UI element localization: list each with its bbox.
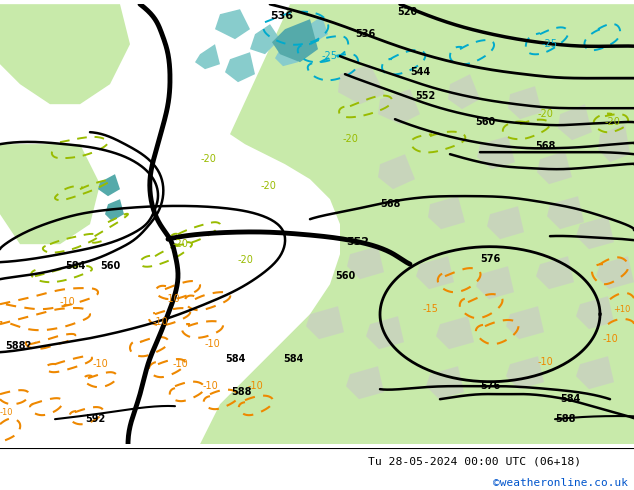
Polygon shape <box>347 246 384 279</box>
Text: -20: -20 <box>342 134 358 144</box>
Text: 560: 560 <box>335 271 355 281</box>
Text: 552: 552 <box>415 91 435 101</box>
Polygon shape <box>346 366 384 399</box>
Polygon shape <box>272 19 318 62</box>
Polygon shape <box>576 296 614 329</box>
Text: -10: -10 <box>152 317 168 327</box>
Text: 584: 584 <box>283 354 303 364</box>
Polygon shape <box>195 44 220 69</box>
Polygon shape <box>416 256 454 289</box>
Polygon shape <box>225 52 255 82</box>
Text: +10: +10 <box>613 305 631 314</box>
Polygon shape <box>306 306 344 339</box>
Polygon shape <box>98 174 120 196</box>
Text: 584: 584 <box>225 354 245 364</box>
Text: -10: -10 <box>602 334 618 344</box>
Polygon shape <box>250 24 280 54</box>
Polygon shape <box>508 86 542 119</box>
Text: -10: -10 <box>0 408 13 416</box>
Text: 592: 592 <box>85 414 105 424</box>
Polygon shape <box>428 196 465 229</box>
Text: 552: 552 <box>347 237 370 247</box>
Polygon shape <box>0 4 130 104</box>
Text: -25: -25 <box>542 39 558 49</box>
Text: -10: -10 <box>202 381 218 391</box>
Polygon shape <box>596 256 634 289</box>
Text: 588: 588 <box>555 414 575 424</box>
Text: 588: 588 <box>232 387 252 397</box>
Text: -10: -10 <box>247 381 263 391</box>
Polygon shape <box>200 4 634 444</box>
Polygon shape <box>487 206 524 239</box>
Text: 576: 576 <box>480 381 500 391</box>
Polygon shape <box>0 144 100 244</box>
Text: 576: 576 <box>480 254 500 264</box>
Text: 520: 520 <box>397 7 417 17</box>
Text: -20: -20 <box>537 109 553 119</box>
Text: ©weatheronline.co.uk: ©weatheronline.co.uk <box>493 477 628 488</box>
Polygon shape <box>215 9 250 39</box>
Text: -15: -15 <box>422 304 438 314</box>
Polygon shape <box>378 89 420 124</box>
Text: -10: -10 <box>92 359 108 369</box>
Text: Tu 28-05-2024 00:00 UTC (06+18): Tu 28-05-2024 00:00 UTC (06+18) <box>368 457 581 466</box>
Polygon shape <box>476 266 514 299</box>
Polygon shape <box>448 74 480 109</box>
Polygon shape <box>558 104 592 140</box>
Polygon shape <box>506 356 544 389</box>
Polygon shape <box>338 64 385 104</box>
Polygon shape <box>105 199 124 221</box>
Polygon shape <box>576 216 614 249</box>
Polygon shape <box>378 154 415 189</box>
Polygon shape <box>598 124 630 162</box>
Text: 560: 560 <box>475 117 495 127</box>
Text: -10: -10 <box>59 297 75 307</box>
Polygon shape <box>366 316 404 349</box>
Text: -20: -20 <box>604 117 620 127</box>
Text: 568: 568 <box>535 141 555 151</box>
Text: -20: -20 <box>260 181 276 191</box>
Text: -20: -20 <box>200 154 216 164</box>
Polygon shape <box>547 196 584 229</box>
Text: -10: -10 <box>172 359 188 369</box>
Text: 544: 544 <box>410 67 430 77</box>
Polygon shape <box>436 316 474 349</box>
Text: 560: 560 <box>100 261 120 271</box>
Text: 584: 584 <box>560 394 580 404</box>
Polygon shape <box>576 356 614 389</box>
Text: 536: 536 <box>271 11 294 21</box>
Text: 584: 584 <box>65 261 85 271</box>
Text: -10: -10 <box>164 294 180 304</box>
Text: -10: -10 <box>204 339 220 349</box>
Polygon shape <box>426 366 464 399</box>
Polygon shape <box>536 256 574 289</box>
Text: 588?: 588? <box>5 341 31 351</box>
Text: -10: -10 <box>537 357 553 367</box>
Polygon shape <box>275 42 298 66</box>
Polygon shape <box>477 136 515 169</box>
Text: -25: -25 <box>322 51 338 61</box>
Polygon shape <box>537 151 572 184</box>
Text: 568: 568 <box>380 199 400 209</box>
Text: 536: 536 <box>355 29 375 39</box>
Text: -20: -20 <box>172 239 188 249</box>
Text: -20: -20 <box>237 255 253 265</box>
Polygon shape <box>506 306 544 339</box>
Polygon shape <box>308 16 328 42</box>
